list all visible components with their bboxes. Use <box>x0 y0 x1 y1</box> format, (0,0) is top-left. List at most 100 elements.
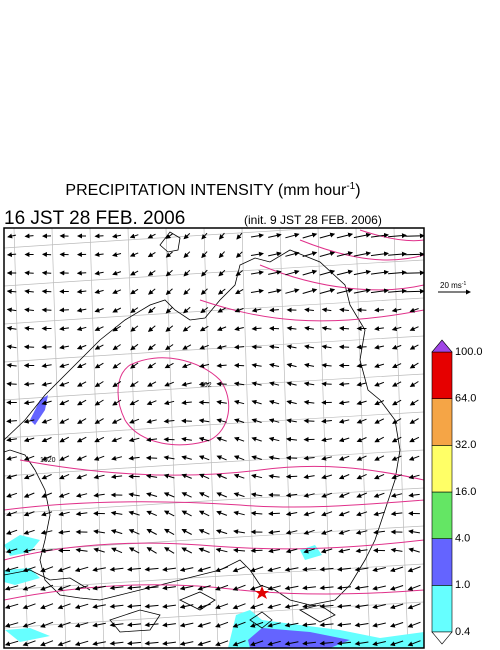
wind-vector <box>268 399 280 405</box>
wind-vector <box>235 288 244 295</box>
wind-vector <box>232 640 246 647</box>
wind-vector <box>321 362 332 368</box>
wind-vector <box>5 529 18 535</box>
wind-vector <box>181 547 193 554</box>
wind-vector <box>183 306 191 314</box>
wind-vector <box>388 251 407 257</box>
precip-patch <box>5 628 50 642</box>
wind-vector <box>388 270 407 276</box>
wind-vector <box>162 566 176 572</box>
wind-vector <box>110 474 123 480</box>
wind-vector <box>59 418 70 424</box>
wind-vector <box>130 307 139 313</box>
wind-vector <box>6 307 17 313</box>
wind-vector <box>41 363 52 369</box>
wind-vector <box>391 363 402 368</box>
parallel <box>4 487 424 515</box>
wind-vector <box>408 529 420 535</box>
wind-vector <box>129 418 140 424</box>
wind-vector <box>268 436 280 442</box>
wind-vector <box>250 548 263 554</box>
wind-vector <box>269 344 280 350</box>
wind-vector <box>251 436 262 442</box>
wind-vector <box>373 511 385 517</box>
wind-vector <box>338 474 350 480</box>
wind-vector <box>268 418 280 424</box>
colorbar-segment <box>431 351 453 399</box>
wind-vector <box>373 529 385 535</box>
wind-vector <box>302 585 316 591</box>
wind-vector <box>373 492 385 498</box>
wind-vector <box>110 510 123 516</box>
wind-vector <box>41 288 52 294</box>
wind-vector <box>199 325 209 332</box>
wind-vector <box>109 640 124 646</box>
wind-vector <box>112 380 122 388</box>
wind-vector <box>338 400 350 406</box>
wind-vector <box>162 640 176 646</box>
wind-vector <box>215 547 228 553</box>
wind-vector <box>409 381 419 388</box>
wind-vector <box>181 436 192 442</box>
wind-vector <box>268 270 282 275</box>
wind-vector <box>321 492 333 498</box>
wind-vector <box>251 473 263 479</box>
wind-vector <box>22 621 36 628</box>
wind-vector <box>165 269 173 277</box>
wind-vector <box>374 381 385 387</box>
wind-vector <box>356 381 367 387</box>
wind-vector <box>201 232 208 240</box>
wind-vector <box>304 325 314 331</box>
colorbar-over <box>431 339 453 353</box>
wind-vector <box>197 585 211 591</box>
title-text: PRECIPITATION INTENSITY (mm hour <box>65 182 347 199</box>
wind-vector <box>251 455 262 461</box>
wind-vector <box>181 529 192 535</box>
wind-vector <box>92 622 106 628</box>
wind-vector <box>7 233 17 239</box>
wind-vector <box>355 548 368 554</box>
wind-vector <box>319 622 334 628</box>
wind-vector <box>164 381 174 387</box>
wind-vector <box>94 344 104 350</box>
wind-vector <box>286 399 297 405</box>
lat-lon-grid <box>4 228 424 648</box>
wind-vector <box>59 326 69 332</box>
wind-vector <box>303 492 315 498</box>
colorbar-label: 100.0 <box>455 346 483 358</box>
wind-vector <box>353 288 372 294</box>
wind-vector <box>336 232 354 239</box>
wind-vector <box>390 492 403 498</box>
wind-vector <box>408 492 420 498</box>
wind-vector <box>111 437 122 443</box>
wind-vector <box>75 511 88 517</box>
wind-vector <box>147 343 156 351</box>
wind-vector <box>57 566 71 573</box>
wind-vector <box>182 325 191 332</box>
wind-vector <box>74 603 89 610</box>
wind-vector <box>4 640 19 647</box>
title-close: ) <box>355 182 360 199</box>
wind-vector <box>165 233 173 239</box>
wind-vector <box>198 473 210 480</box>
wind-vector <box>338 455 350 461</box>
meridian <box>241 228 257 648</box>
wind-vector <box>6 437 17 443</box>
wind-vector <box>147 251 156 258</box>
wind-vector <box>303 474 315 480</box>
wind-vector <box>268 455 280 461</box>
precip-patch <box>4 568 40 585</box>
wind-vector <box>199 344 209 350</box>
wind-vector <box>338 511 350 517</box>
wind-vector <box>407 621 421 628</box>
wind-vector <box>198 510 210 517</box>
wind-vector <box>217 288 226 295</box>
wind-vector <box>388 288 407 294</box>
wind-vector <box>354 603 369 609</box>
wind-vector <box>267 603 281 610</box>
wind-vector <box>163 510 175 517</box>
wind-vector <box>74 622 89 628</box>
wind-vector <box>77 381 87 387</box>
wind-vector <box>197 622 211 628</box>
wind-vector <box>93 529 105 535</box>
